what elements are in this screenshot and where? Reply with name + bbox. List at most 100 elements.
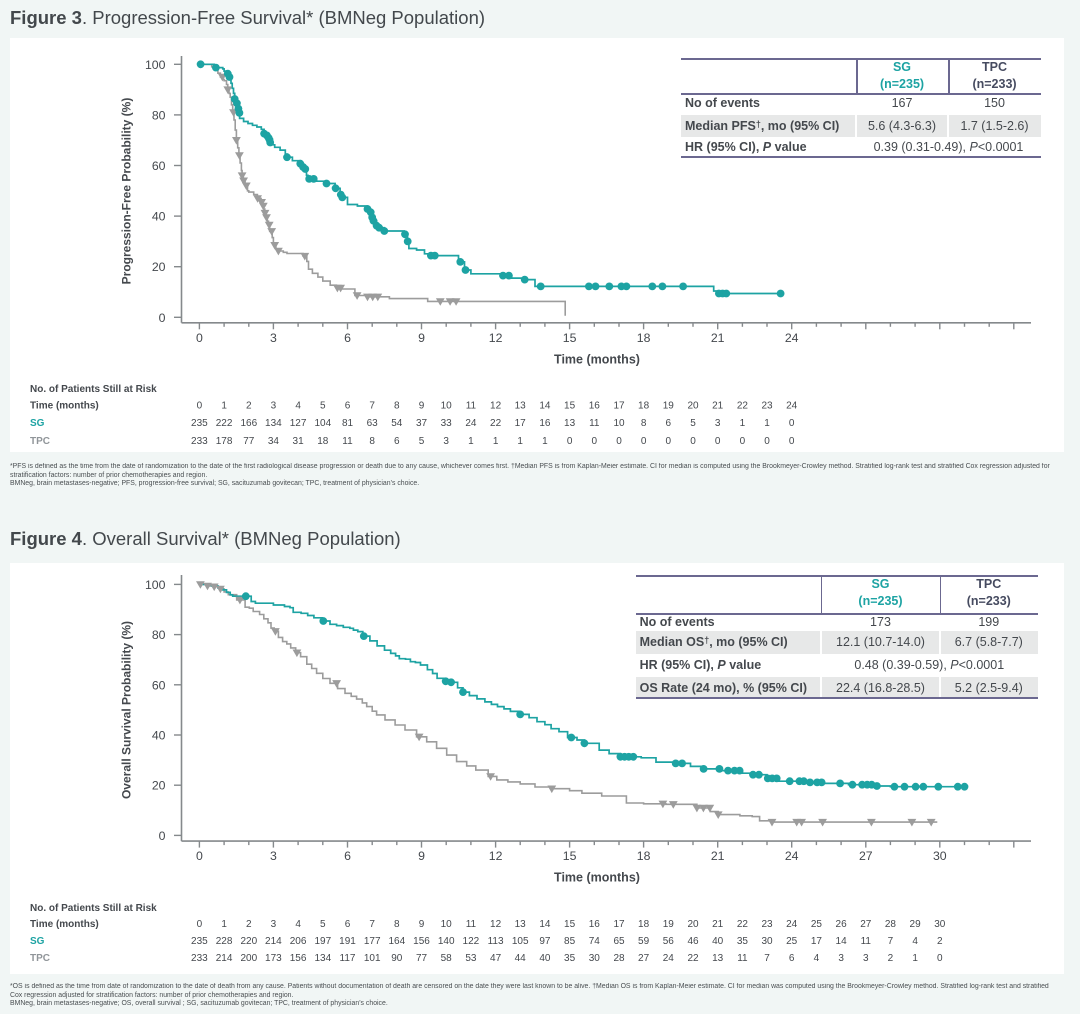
svg-text:30: 30	[589, 953, 601, 964]
svg-text:59: 59	[638, 936, 650, 947]
svg-text:0: 0	[616, 436, 622, 447]
svg-text:24: 24	[786, 401, 798, 412]
svg-text:15: 15	[563, 331, 577, 345]
svg-text:Time (months): Time (months)	[30, 919, 99, 930]
svg-text:17: 17	[811, 936, 823, 947]
svg-text:214: 214	[216, 953, 233, 964]
svg-text:27: 27	[859, 849, 873, 863]
svg-text:15: 15	[563, 849, 577, 863]
svg-text:26: 26	[836, 919, 848, 930]
svg-text:24: 24	[465, 418, 477, 429]
svg-text:101: 101	[364, 953, 381, 964]
svg-text:17: 17	[613, 919, 625, 930]
svg-text:8: 8	[641, 418, 647, 429]
svg-text:29: 29	[910, 919, 922, 930]
svg-text:Time (months): Time (months)	[554, 352, 640, 366]
svg-text:104: 104	[314, 418, 331, 429]
svg-text:12: 12	[490, 919, 502, 930]
svg-text:6: 6	[666, 418, 672, 429]
svg-text:5: 5	[320, 401, 326, 412]
svg-text:SG: SG	[30, 936, 45, 947]
svg-text:18: 18	[317, 436, 329, 447]
svg-text:0: 0	[715, 436, 721, 447]
svg-text:60: 60	[152, 159, 166, 173]
svg-text:Time (months): Time (months)	[30, 401, 99, 412]
svg-text:6: 6	[344, 849, 351, 863]
svg-text:14: 14	[539, 401, 551, 412]
svg-text:7: 7	[764, 953, 770, 964]
svg-text:191: 191	[339, 936, 356, 947]
svg-text:44: 44	[515, 953, 527, 964]
svg-text:233: 233	[191, 436, 208, 447]
svg-text:58: 58	[441, 953, 453, 964]
svg-text:30: 30	[761, 936, 773, 947]
svg-text:173: 173	[265, 953, 282, 964]
svg-text:17: 17	[613, 401, 625, 412]
svg-text:3: 3	[270, 331, 277, 345]
svg-text:1: 1	[912, 953, 918, 964]
svg-text:206: 206	[290, 936, 307, 947]
svg-text:27: 27	[860, 919, 872, 930]
svg-text:140: 140	[438, 936, 455, 947]
svg-text:100: 100	[145, 578, 166, 592]
svg-text:10: 10	[441, 919, 453, 930]
svg-text:1: 1	[493, 436, 499, 447]
svg-text:178: 178	[216, 436, 233, 447]
svg-text:2: 2	[246, 919, 252, 930]
svg-text:80: 80	[152, 108, 166, 122]
svg-text:90: 90	[391, 953, 403, 964]
svg-text:40: 40	[152, 210, 166, 224]
svg-text:12: 12	[489, 849, 503, 863]
svg-text:4: 4	[295, 401, 301, 412]
svg-text:122: 122	[463, 936, 480, 947]
svg-text:1: 1	[517, 436, 523, 447]
svg-text:17: 17	[515, 418, 527, 429]
svg-text:1: 1	[764, 418, 770, 429]
svg-text:228: 228	[216, 936, 233, 947]
svg-text:24: 24	[663, 953, 675, 964]
svg-text:2: 2	[937, 936, 943, 947]
svg-text:11: 11	[737, 953, 748, 964]
svg-text:53: 53	[465, 953, 477, 964]
svg-text:77: 77	[243, 436, 255, 447]
svg-text:156: 156	[413, 936, 430, 947]
svg-text:No. of Patients Still at Risk: No. of Patients Still at Risk	[30, 903, 157, 914]
svg-text:200: 200	[240, 953, 257, 964]
svg-text:35: 35	[564, 953, 576, 964]
svg-text:0: 0	[740, 436, 746, 447]
svg-text:37: 37	[416, 418, 428, 429]
svg-text:7: 7	[888, 936, 894, 947]
svg-text:14: 14	[836, 936, 848, 947]
svg-text:10: 10	[441, 401, 453, 412]
svg-text:14: 14	[539, 919, 551, 930]
svg-text:22: 22	[737, 401, 749, 412]
svg-text:Overall Survival Probability (: Overall Survival Probability (%)	[120, 621, 134, 799]
svg-text:15: 15	[564, 401, 576, 412]
svg-text:6: 6	[345, 919, 351, 930]
svg-text:0: 0	[592, 436, 598, 447]
svg-text:11: 11	[589, 418, 600, 429]
svg-text:6: 6	[394, 436, 400, 447]
svg-text:34: 34	[268, 436, 280, 447]
svg-text:18: 18	[637, 331, 651, 345]
svg-text:166: 166	[240, 418, 257, 429]
svg-text:15: 15	[564, 919, 576, 930]
svg-text:10: 10	[613, 418, 625, 429]
svg-text:3: 3	[863, 953, 869, 964]
svg-text:60: 60	[152, 678, 166, 692]
svg-text:134: 134	[265, 418, 282, 429]
svg-text:24: 24	[785, 849, 799, 863]
svg-text:156: 156	[290, 953, 307, 964]
svg-text:30: 30	[934, 919, 946, 930]
svg-text:6: 6	[345, 401, 351, 412]
svg-text:20: 20	[687, 919, 699, 930]
svg-text:23: 23	[761, 401, 773, 412]
svg-text:2: 2	[888, 953, 894, 964]
svg-text:220: 220	[240, 936, 257, 947]
svg-text:100: 100	[145, 58, 166, 72]
svg-text:0: 0	[197, 401, 203, 412]
svg-text:16: 16	[539, 418, 551, 429]
svg-text:0: 0	[641, 436, 647, 447]
svg-text:12: 12	[490, 401, 502, 412]
svg-text:TPC: TPC	[30, 436, 50, 447]
